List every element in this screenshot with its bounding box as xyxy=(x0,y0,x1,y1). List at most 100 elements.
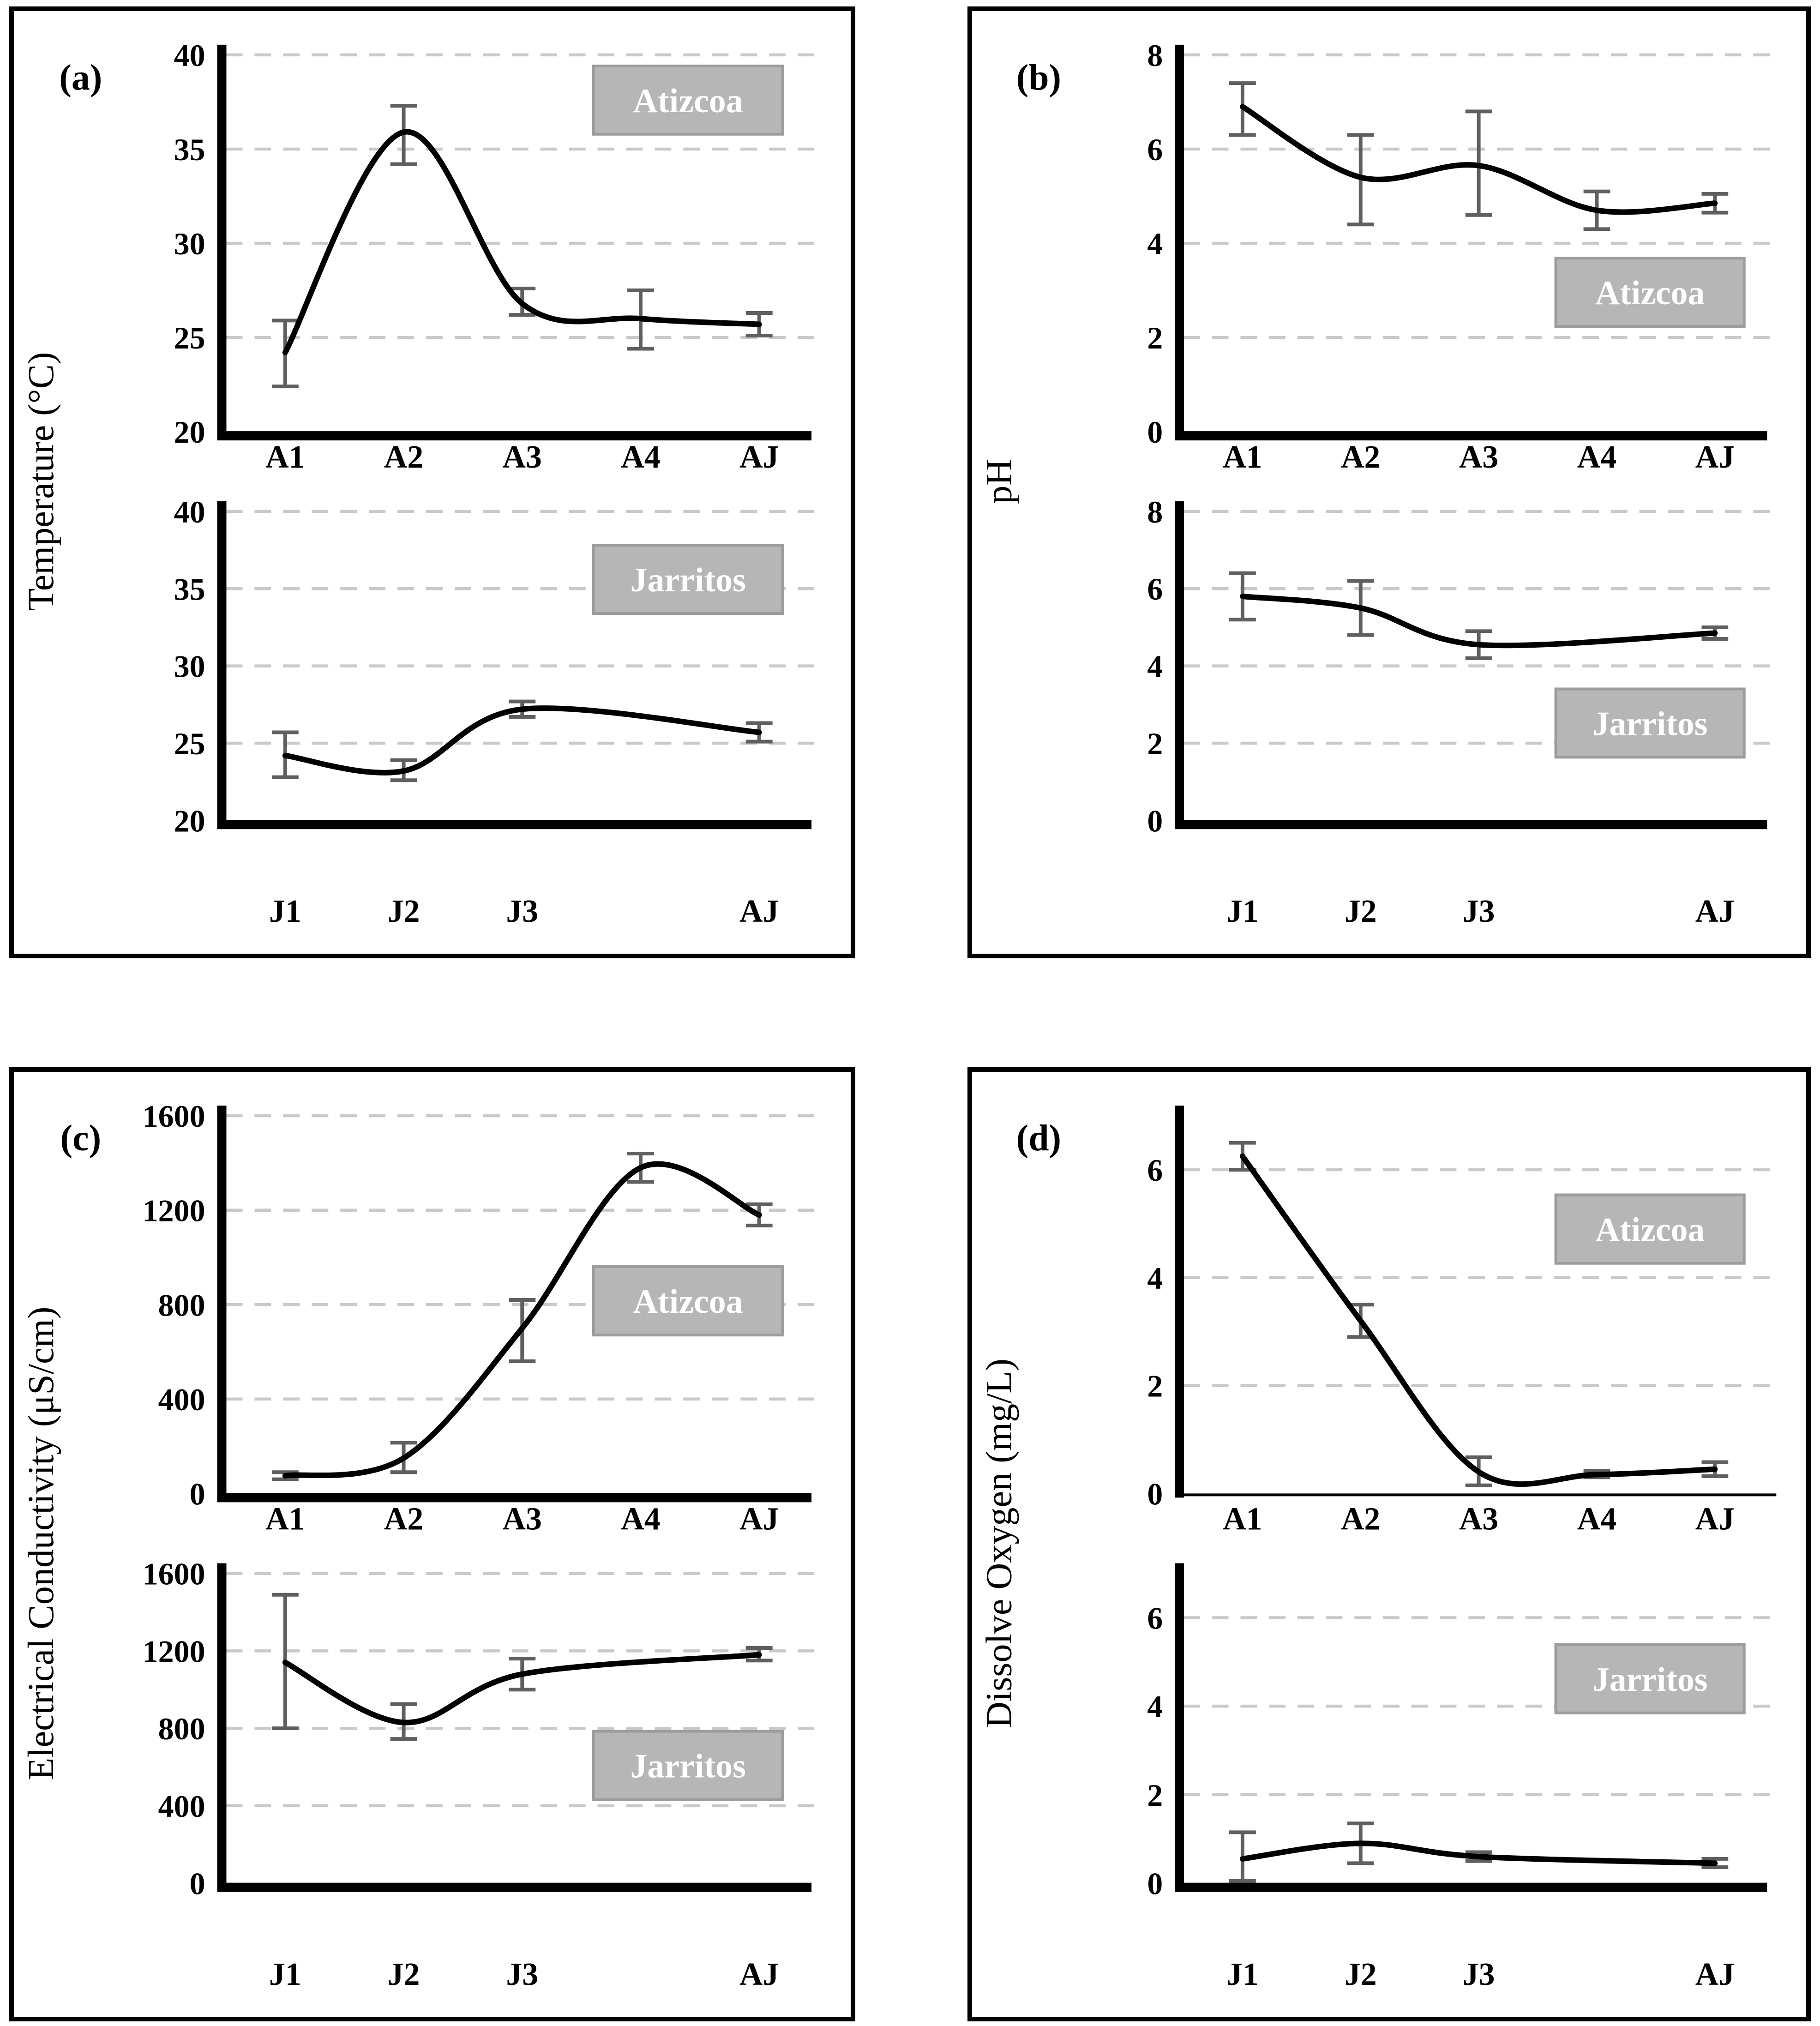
x-category-label: J1 xyxy=(1226,1957,1259,1992)
gridlines xyxy=(226,1572,819,1808)
y-tick-label: 400 xyxy=(158,1789,205,1824)
y-tick-label: 0 xyxy=(1147,804,1163,838)
x-category-label: A1 xyxy=(265,1501,305,1537)
y-tick-label: 20 xyxy=(174,803,205,838)
site-label: Jarritos xyxy=(1592,704,1708,742)
site-label: Atizcoa xyxy=(633,82,743,120)
x-category-label: J2 xyxy=(388,1957,420,1992)
y-tick-label: 8 xyxy=(1147,38,1163,73)
x-category-label: A2 xyxy=(1341,1501,1380,1537)
x-category-label: A1 xyxy=(1223,439,1262,475)
error-bars xyxy=(1229,571,1729,660)
data-line-atizcoa xyxy=(1239,1153,1718,1487)
y-tick-label: 0 xyxy=(1147,415,1163,450)
panel-letter: (d) xyxy=(1016,1118,1061,1159)
y-tick-label: 2 xyxy=(1147,727,1163,761)
y-tick-label: 30 xyxy=(174,226,205,261)
site-label-box: Atizcoa xyxy=(1554,1193,1746,1265)
site-label-box: Jarritos xyxy=(1554,1643,1746,1714)
gridlines xyxy=(226,510,819,745)
x-category-label: J1 xyxy=(1226,894,1259,929)
x-category-label: J3 xyxy=(506,894,538,929)
y-tick-label: 40 xyxy=(174,38,205,73)
site-label-box: Atizcoa xyxy=(1554,257,1746,328)
y-tick-label: 8 xyxy=(1147,495,1163,529)
x-category-label: AJ xyxy=(1695,1501,1735,1537)
site-label: Jarritos xyxy=(631,561,746,599)
y-tick-label: 35 xyxy=(174,132,205,167)
x-category-label: J2 xyxy=(388,894,420,929)
y-tick-label: 1600 xyxy=(143,1099,205,1134)
x-category-label: A1 xyxy=(1223,1501,1262,1537)
y-tick-label: 2 xyxy=(1147,321,1163,355)
site-label: Jarritos xyxy=(630,1748,745,1786)
site-label-box: Jarritos xyxy=(592,544,784,615)
site-label-box-rect xyxy=(1554,257,1746,328)
y-axis-title: Dissolve Oxygen (mg/L) xyxy=(979,1359,1020,1728)
y-tick-label: 1200 xyxy=(143,1193,205,1228)
x-category-label: A3 xyxy=(503,1501,542,1537)
site-label-box-rect xyxy=(592,544,784,615)
x-category-label: A2 xyxy=(1341,439,1380,475)
gridlines xyxy=(1183,1168,1774,1387)
site-label-box-rect xyxy=(1554,1193,1746,1265)
x-category-label: A3 xyxy=(1459,439,1498,475)
panel-d-svg: (d) Dissolve Oxygen (mg/L) Atizcoa 0 2 4 6 A1 A2… xyxy=(979,1106,1777,1992)
y-tick-label: 4 xyxy=(1147,227,1163,261)
y-tick-label: 400 xyxy=(158,1382,205,1417)
x-category-label: A2 xyxy=(384,439,423,475)
x-category-label: J1 xyxy=(269,894,301,929)
y-tick-label: 6 xyxy=(1147,572,1163,607)
y-tick-label: 2 xyxy=(1147,1778,1163,1813)
x-category-label: AJ xyxy=(1695,1957,1735,1992)
site-label-box: Jarritos xyxy=(1554,687,1746,759)
y-tick-label: 40 xyxy=(174,494,205,529)
y-tick-label: 0 xyxy=(190,1476,205,1511)
panel-c-electrical-conductivity: (c) Electrical Conductivity (μS/cm) Atizco… xyxy=(9,1067,855,2021)
site-label: Jarritos xyxy=(1592,1660,1708,1698)
error-bars xyxy=(271,1151,773,1481)
panel-c-svg: (c) Electrical Conductivity (μS/cm) Atizco… xyxy=(21,1099,819,1992)
y-tick-label: 800 xyxy=(158,1711,205,1746)
y-tick-label: 4 xyxy=(1147,649,1163,684)
y-axis-title: Temperature (°C) xyxy=(21,352,61,611)
y-tick-label: 6 xyxy=(1147,1600,1163,1635)
x-category-label: J1 xyxy=(269,1957,301,1992)
error-bars xyxy=(271,1593,773,1741)
data-line-jarritos xyxy=(1239,1840,1718,1866)
x-category-label: A3 xyxy=(1459,1501,1498,1537)
x-category-label: A4 xyxy=(621,1501,660,1537)
y-tick-label: 2 xyxy=(1147,1368,1163,1403)
x-category-label: A1 xyxy=(265,439,305,475)
y-tick-label: 4 xyxy=(1147,1689,1163,1724)
y-axis-title: pH xyxy=(979,459,1020,504)
site-label: Atizcoa xyxy=(1595,274,1705,312)
x-category-label: AJ xyxy=(739,1501,779,1537)
y-tick-label: 800 xyxy=(158,1287,205,1323)
error-bars xyxy=(1229,1822,1729,1883)
y-axis-title: Electrical Conductivity (μS/cm) xyxy=(21,1306,61,1780)
x-category-label: J3 xyxy=(506,1957,538,1992)
site-label-box: Atizcoa xyxy=(592,64,784,136)
panel-letter: (c) xyxy=(60,1118,101,1159)
y-tick-label: 1200 xyxy=(143,1634,205,1669)
x-category-label: AJ xyxy=(739,439,779,475)
panel-b-svg: (b) pH Atizcoa 0 2 4 6 8 A1 A2 A3 A4 AJ Jarritos 0 2 4 6 8… xyxy=(979,38,1774,929)
y-tick-label: 6 xyxy=(1147,132,1163,167)
panel-a-temperature: (a) Temperature (°C) Atizcoa 20 25 30 35 40 A1 A2… xyxy=(9,6,855,958)
x-category-label: A3 xyxy=(503,439,542,475)
x-category-label: J3 xyxy=(1463,894,1495,929)
gridlines xyxy=(226,53,819,339)
data-line-atizcoa xyxy=(1239,104,1718,215)
x-category-label: AJ xyxy=(1695,439,1735,475)
error-bars xyxy=(271,104,773,389)
y-tick-label: 6 xyxy=(1147,1153,1163,1188)
y-tick-label: 4 xyxy=(1147,1261,1163,1296)
panel-letter: (a) xyxy=(59,57,102,98)
y-tick-label: 30 xyxy=(174,649,205,684)
x-category-label: AJ xyxy=(1695,894,1735,929)
data-line-jarritos xyxy=(282,1652,762,1725)
y-tick-label: 1600 xyxy=(143,1557,205,1592)
x-category-label: A4 xyxy=(1577,439,1616,475)
